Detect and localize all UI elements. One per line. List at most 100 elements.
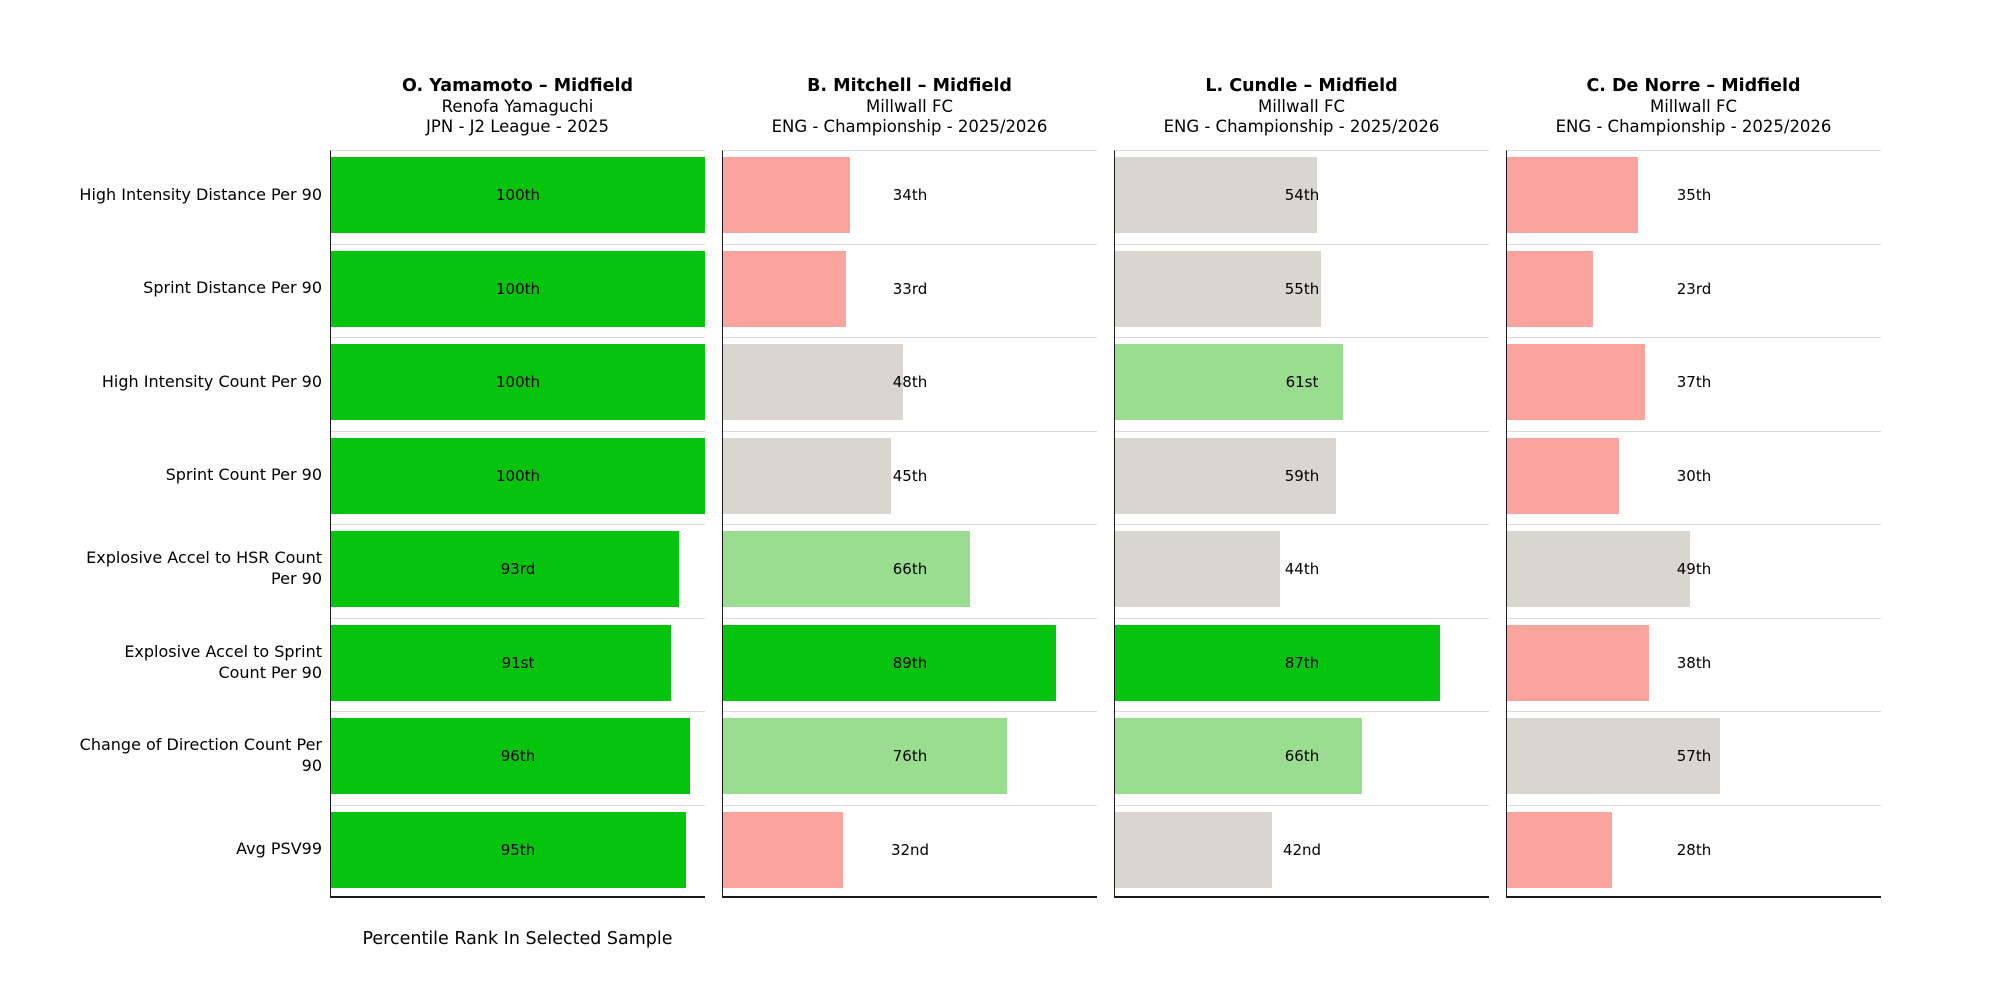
row-separator [1507, 524, 1881, 525]
player-player: L. Cundle – Midfield [1205, 76, 1398, 96]
bar-row: 49th [1507, 525, 1881, 619]
percentile-bar [723, 531, 970, 607]
percentile-value: 34th [892, 186, 928, 204]
percentile-value: 100th [495, 466, 541, 485]
player-player: C. De Norre – Midfield [1586, 76, 1801, 96]
percentile-value: 33rd [892, 279, 928, 298]
percentile-value: 87th [1284, 653, 1320, 672]
row-separator [1507, 337, 1881, 338]
percentile-bar [1507, 344, 1646, 420]
player-plot: 54th 55th 61st 59th 44th 87th 66th 42nd [1114, 150, 1489, 898]
bar-row: 37th [1507, 338, 1881, 432]
row-separator [331, 430, 705, 432]
x-axis-label: Percentile Rank In Selected Sample [362, 929, 673, 949]
percentile-value: 95th [500, 840, 536, 859]
percentile-value: 96th [500, 747, 536, 765]
row-separator [1507, 617, 1881, 619]
bar-row: 59th [1115, 432, 1489, 525]
bar-row: 54th [1115, 151, 1489, 245]
percentile-value: 30th [1676, 466, 1712, 485]
percentile-bar [1115, 157, 1317, 233]
percentile-bar [1507, 531, 1691, 607]
row-separator [1507, 711, 1881, 712]
percentile-value: 57th [1676, 747, 1712, 765]
player-header: B. Mitchell – Midfield Millwall FC ENG - C… [722, 76, 1097, 138]
percentile-bar [1115, 531, 1280, 607]
metric-label: Change of Direction Count Per 90 [79, 735, 322, 775]
percentile-bar [1507, 157, 1638, 233]
row-separator [723, 243, 1097, 245]
row-separator [723, 337, 1097, 338]
bar-row: 55th [1115, 245, 1489, 338]
bar-row: 89th [723, 619, 1097, 712]
row-separator [1507, 804, 1881, 806]
percentile-value: 55th [1284, 279, 1320, 298]
player-competition: ENG - Championship - 2025/2026 [1163, 117, 1440, 136]
bar-row: 42nd [1115, 806, 1489, 900]
percentile-bar [331, 437, 705, 514]
row-separator [1115, 617, 1489, 619]
percentile-bar [331, 157, 705, 233]
bar-row: 93rd [331, 525, 705, 619]
row-separator [1115, 430, 1489, 432]
bar-row: 100th [331, 245, 705, 338]
metric-label: Sprint Distance Per 90 [143, 278, 322, 297]
percentile-bar [1507, 811, 1612, 888]
bar-row: 76th [723, 712, 1097, 806]
row-separator [331, 243, 705, 245]
percentile-bar [1507, 718, 1721, 794]
percentile-value: 37th [1676, 373, 1712, 391]
percentile-value: 91st [501, 653, 535, 672]
bar-row: 66th [723, 525, 1097, 619]
bar-row: 38th [1507, 619, 1881, 712]
percentile-value: 23rd [1676, 279, 1712, 298]
player-team: Millwall FC [1257, 96, 1346, 116]
percentile-bar [331, 250, 705, 327]
metric-label: Sprint Count Per 90 [165, 465, 322, 484]
row-separator [331, 711, 705, 712]
player-header: O. Yamamoto – Midfield Renofa Yamaguchi JP… [330, 76, 705, 138]
percentile-bar [1507, 250, 1594, 327]
percentile-value: 45th [892, 466, 928, 485]
percentile-bar [1115, 624, 1441, 701]
bar-row: 91st [331, 619, 705, 712]
metric-label: High Intensity Distance Per 90 [79, 184, 322, 204]
percentile-bar [723, 344, 903, 420]
percentile-bar [331, 531, 679, 607]
percentile-bar [723, 437, 892, 514]
row-separator [723, 711, 1097, 712]
percentile-bar [1507, 437, 1620, 514]
row-separator [1115, 711, 1489, 712]
row-separator [723, 524, 1097, 525]
bar-row: 44th [1115, 525, 1489, 619]
percentile-value: 35th [1676, 186, 1712, 204]
player-competition: ENG - Championship - 2025/2026 [771, 117, 1048, 136]
metric-label: Explosive Accel to Sprint Count Per 90 [124, 641, 322, 682]
row-separator [331, 337, 705, 338]
bar-row: 34th [723, 151, 1097, 245]
bar-row: 96th [331, 712, 705, 806]
percentile-value: 93rd [500, 560, 536, 578]
percentile-value: 66th [1284, 747, 1320, 765]
percentile-bar [1115, 811, 1273, 888]
percentile-value: 48th [892, 373, 928, 391]
percentile-bar [331, 718, 691, 794]
percentile-value: 42nd [1282, 840, 1322, 859]
bar-row: 23rd [1507, 245, 1881, 338]
metric-label: Explosive Accel to HSR Count Per 90 [86, 548, 322, 588]
percentile-bar [331, 811, 687, 888]
row-separator [1115, 243, 1489, 245]
percentile-value: 28th [1676, 840, 1712, 859]
player-player: B. Mitchell – Midfield [807, 76, 1012, 96]
percentile-value: 89th [892, 653, 928, 672]
bar-row: 100th [331, 338, 705, 432]
percentile-value: 44th [1284, 560, 1320, 578]
percentile-bar [1115, 718, 1362, 794]
percentile-value: 61st [1285, 373, 1319, 391]
percentile-bar [1115, 437, 1336, 514]
bar-row: 30th [1507, 432, 1881, 525]
percentile-bar [331, 344, 705, 420]
bar-row: 100th [331, 151, 705, 245]
bar-row: 45th [723, 432, 1097, 525]
